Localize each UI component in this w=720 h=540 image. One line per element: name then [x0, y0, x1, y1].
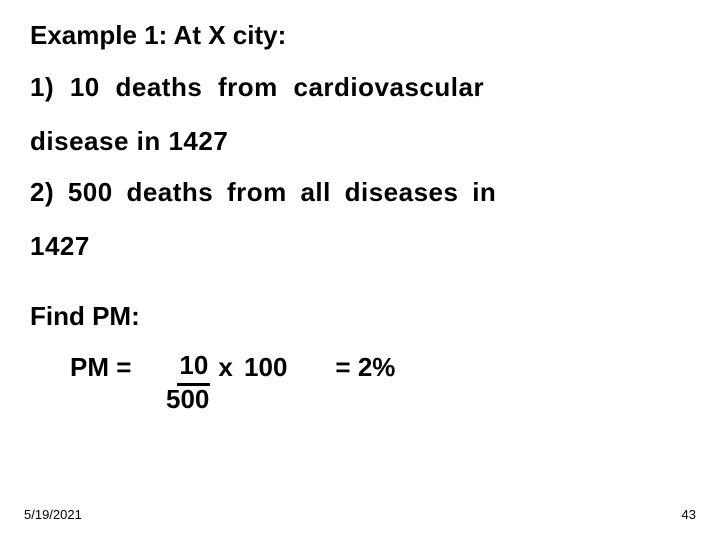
fact-line-2b: 1427: [30, 228, 690, 264]
result-value: = 2%: [335, 350, 395, 383]
footer-date: 5/19/2021: [24, 507, 82, 522]
find-pm-label: Find PM:: [30, 301, 690, 332]
fact-line-2a: 2) 500 deaths from all diseases in: [30, 174, 690, 210]
formula-row: PM = 10 x 100 = 2%: [70, 350, 690, 386]
pm-equals-label: PM =: [70, 350, 131, 383]
fact-line-1b: disease in 1427: [30, 123, 690, 159]
multiplier-label: x 100: [218, 350, 287, 383]
footer-page-number: 43: [682, 507, 696, 522]
denominator-value: 500: [166, 384, 690, 415]
slide-title: Example 1: At X city:: [30, 20, 690, 51]
fact-line-1a: 1) 10 deaths from cardiovascular: [30, 69, 690, 105]
numerator-value: 10: [177, 350, 210, 386]
